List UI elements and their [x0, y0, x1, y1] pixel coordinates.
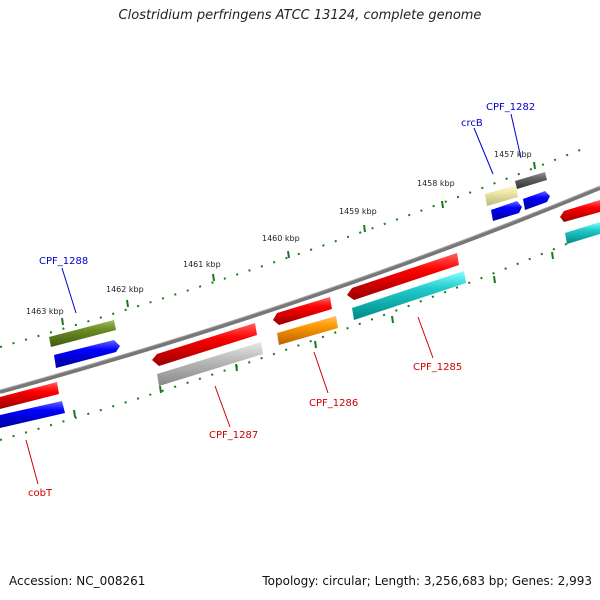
- feature-blue-1288[interactable]: [54, 340, 120, 368]
- feature-red-outer-5[interactable]: [0, 382, 59, 409]
- gene-label-cobt[interactable]: cobT: [28, 488, 53, 499]
- topology-text: Topology: circular; Length: 3,256,683 bp…: [262, 574, 592, 588]
- feature-red-outer-4[interactable]: [152, 323, 257, 366]
- ruler-inner: [0, 229, 600, 441]
- kbp-label-1459: 1459 kbp: [339, 207, 377, 216]
- kbp-label-1463: 1463 kbp: [26, 307, 64, 316]
- feature-blue-left[interactable]: [0, 401, 65, 428]
- feature-cyan-1285[interactable]: [352, 271, 466, 320]
- accession-text: Accession: NC_008261: [9, 574, 146, 588]
- feature-olive[interactable]: [49, 320, 116, 347]
- map-title: Clostridium perfringens ATCC 13124, comp…: [118, 8, 482, 23]
- feature-red-outer-3[interactable]: [347, 253, 459, 300]
- leader-lines: [25, 113, 522, 485]
- feature-cyan-right[interactable]: [565, 222, 600, 244]
- gene-label-cpf1288[interactable]: CPF_1288: [39, 256, 88, 267]
- gene-label-cpf1286[interactable]: CPF_1286: [309, 398, 358, 409]
- feature-blue-cpf1282[interactable]: [523, 191, 550, 210]
- gene-label-cpf1285[interactable]: CPF_1285: [413, 362, 462, 373]
- feature-red-outer-2[interactable]: [273, 297, 332, 325]
- feature-orange-1286[interactable]: [277, 316, 338, 345]
- genome-backbone: [0, 186, 600, 394]
- kbp-label-1461: 1461 kbp: [183, 260, 221, 269]
- feature-dark-gray[interactable]: [515, 172, 547, 189]
- kbp-label-1458: 1458 kbp: [417, 179, 455, 188]
- kbp-label-1457: 1457 kbp: [494, 150, 532, 159]
- feature-gray-1287[interactable]: [157, 342, 263, 386]
- kbp-label-1462: 1462 kbp: [106, 285, 144, 294]
- outer-features: [0, 172, 600, 409]
- kbp-label-1460: 1460 kbp: [262, 234, 300, 243]
- inner-features: [0, 191, 600, 428]
- feature-khaki[interactable]: [485, 185, 518, 206]
- gene-label-crcb[interactable]: crcB: [461, 118, 483, 129]
- ruler-major-ticks: [61, 161, 554, 418]
- feature-red-outer-1[interactable]: [560, 200, 600, 222]
- gene-label-cpf1287[interactable]: CPF_1287: [209, 430, 258, 441]
- gene-label-cpf1282[interactable]: CPF_1282: [486, 102, 535, 113]
- feature-blue-crcb[interactable]: [491, 201, 522, 221]
